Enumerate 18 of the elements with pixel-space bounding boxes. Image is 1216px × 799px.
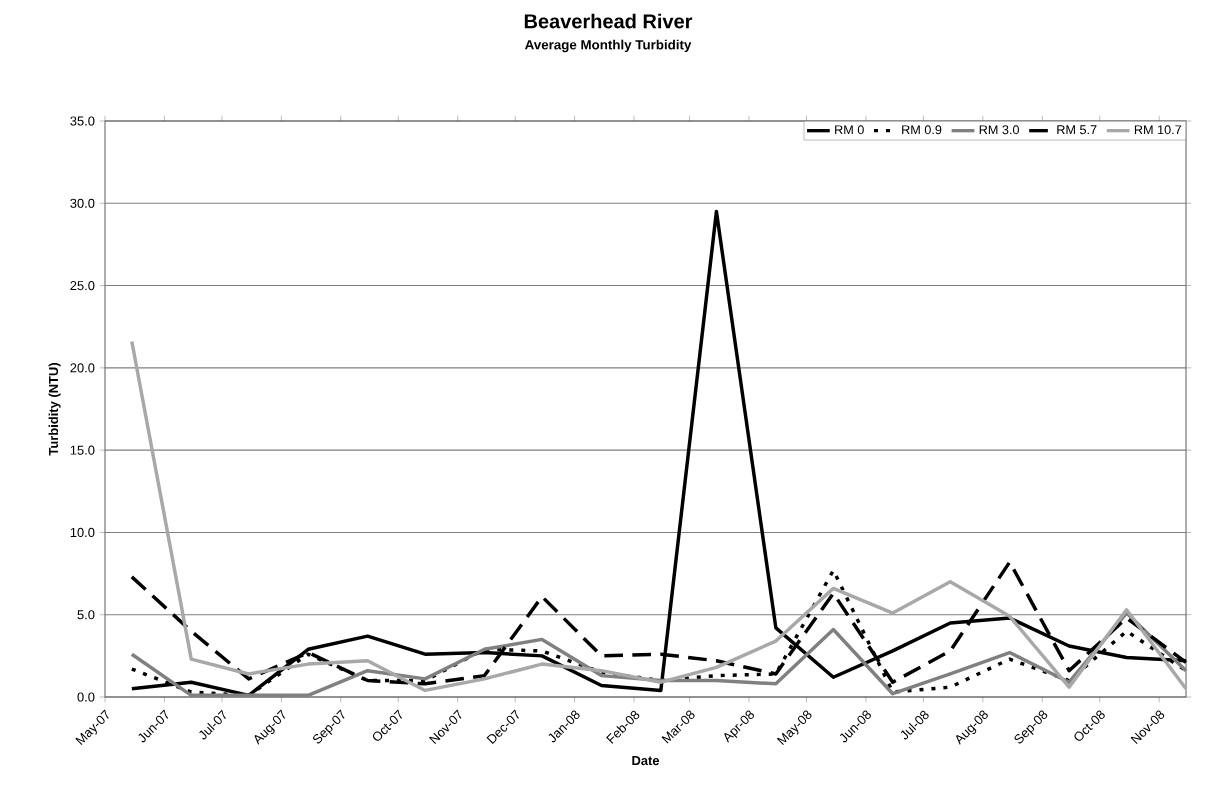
x-axis-title: Date: [632, 756, 660, 766]
chart-title: Beaverhead River: [524, 13, 693, 29]
y-tick-label: 15.0: [70, 445, 95, 455]
legend-label: RM 3.0: [979, 125, 1020, 135]
chart-subtitle: Average Monthly Turbidity: [525, 39, 692, 53]
legend-label: RM 5.7: [1057, 125, 1097, 135]
y-tick-label: 25.0: [70, 280, 95, 291]
legend-label: RM 0.9: [902, 125, 942, 135]
y-tick-label: 20.0: [70, 363, 95, 373]
legend-label: RM 0: [835, 125, 864, 135]
y-tick-label: 5.0: [77, 610, 95, 620]
y-axis-title: Turbidity (NTU): [48, 363, 61, 456]
legend-label: RM 10.7: [1134, 125, 1182, 135]
line-series: [130, 339, 1188, 693]
y-tick-label: 30.0: [70, 198, 95, 208]
y-tick-label: 0.0: [77, 692, 95, 702]
y-tick-label: 35.0: [70, 116, 95, 126]
y-tick-label: 10.0: [70, 527, 95, 537]
